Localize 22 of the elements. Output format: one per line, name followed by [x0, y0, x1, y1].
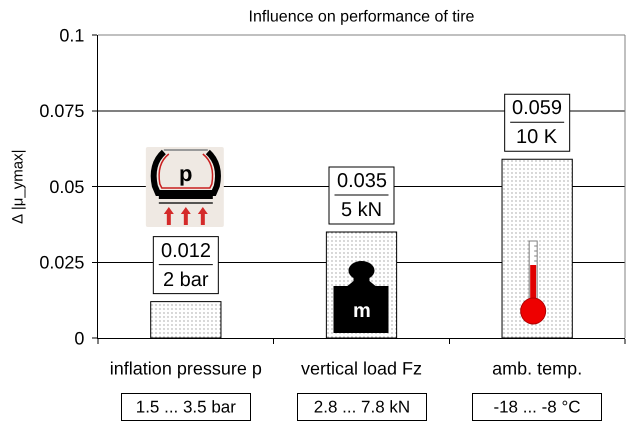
- y-tick-label: 0.075: [39, 101, 84, 122]
- annotation: 10 K: [516, 126, 558, 148]
- text: -18 ... -8 °C: [493, 398, 581, 416]
- x-tick-label: inflation pressure p: [110, 358, 262, 379]
- annotation: p: [179, 161, 192, 186]
- data-label: 0.012: [161, 240, 212, 262]
- chart-title: Influence on performance of tire: [248, 8, 475, 26]
- y-tick-label: 0: [74, 328, 84, 348]
- picture-weight: m: [334, 261, 388, 333]
- y-axis-title: ∆ |μ_ymax|: [10, 150, 27, 224]
- y-tick-label: 0.025: [39, 252, 84, 273]
- y-tick-label: 0.1: [59, 25, 84, 46]
- annotation: m: [353, 300, 371, 322]
- data-label: 0.035: [337, 170, 388, 192]
- data-label: 0.059: [512, 97, 562, 119]
- text: 1.5 ... 3.5 bar: [136, 398, 236, 416]
- text: 2.8 ... 7.8 kN: [314, 398, 410, 416]
- x-tick-label: amb. temp.: [492, 358, 582, 379]
- y-tick-label: 0.05: [49, 176, 84, 197]
- annotation: 5 kN: [341, 199, 382, 221]
- x-tick-label: vertical load Fz: [300, 358, 422, 379]
- annotation: 2 bar: [163, 269, 209, 291]
